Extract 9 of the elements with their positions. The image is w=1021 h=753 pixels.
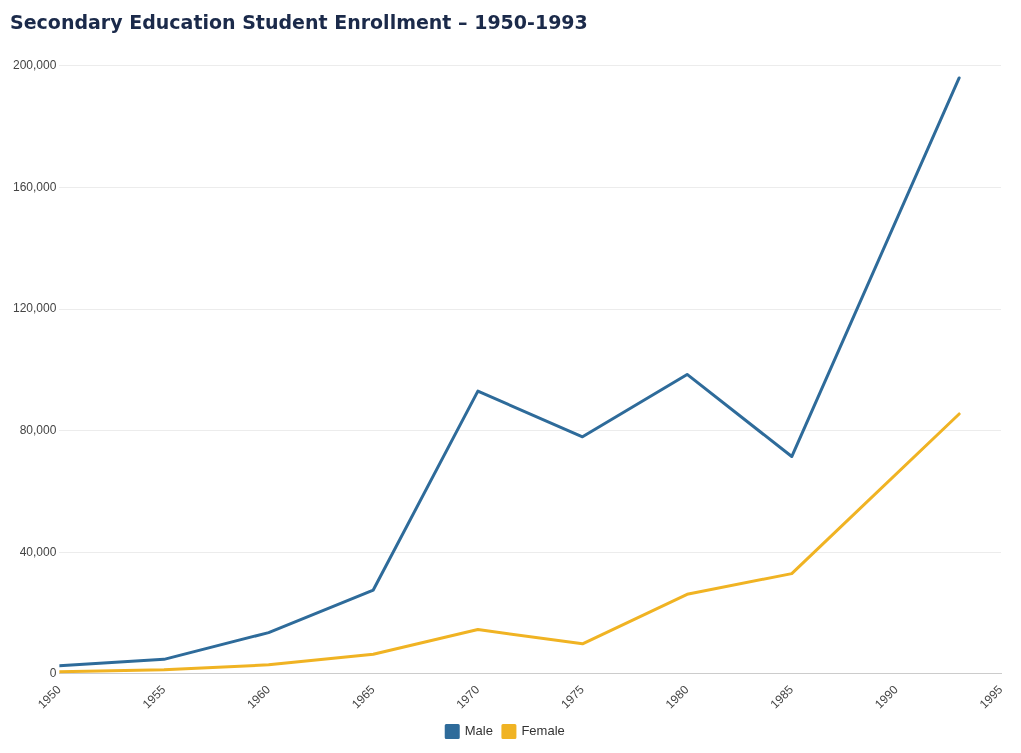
legend-label: Male	[464, 723, 493, 739]
y-tick-label: 80,000	[19, 423, 57, 437]
y-tick-label: 120,000	[12, 301, 57, 316]
y-tick-label: 160,000	[12, 179, 57, 194]
chart-title: Secondary Education Student Enrollment – 1950-1993	[10, 11, 588, 34]
y-tick-label: 200,000	[12, 58, 57, 73]
y-tick-label: 0	[49, 666, 57, 681]
y-tick-label: 40,000	[19, 544, 57, 559]
legend-label: Female	[521, 723, 565, 739]
